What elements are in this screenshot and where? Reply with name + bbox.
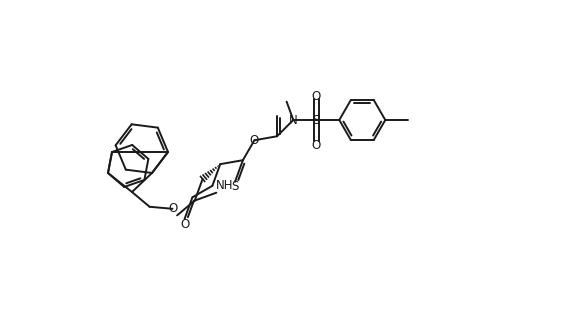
Text: S: S xyxy=(231,180,239,193)
Text: O: O xyxy=(168,202,177,215)
Text: O: O xyxy=(180,218,189,231)
Text: O: O xyxy=(250,134,259,147)
Text: O: O xyxy=(312,90,321,103)
Text: S: S xyxy=(313,114,320,126)
Text: NH: NH xyxy=(216,179,234,192)
Text: N: N xyxy=(289,114,298,126)
Text: O: O xyxy=(312,139,321,152)
